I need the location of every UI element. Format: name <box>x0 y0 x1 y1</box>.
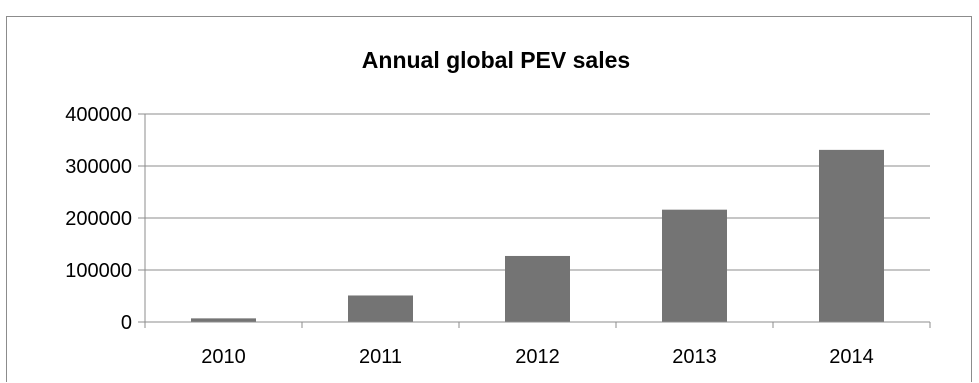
y-tick-label: 300000 <box>65 156 132 178</box>
x-tick-label: 2011 <box>359 346 402 368</box>
bar-2010 <box>191 318 256 322</box>
bar-2011 <box>348 295 413 322</box>
gridlines <box>145 113 930 271</box>
axes <box>138 113 931 328</box>
x-tick-label: 2012 <box>515 346 560 368</box>
x-tick-label: 2013 <box>672 346 717 368</box>
y-tick-label: 400000 <box>65 104 132 126</box>
y-tick-labels: 0 100000 200000 300000 400000 <box>65 104 132 334</box>
chart-title: Annual global PEV sales <box>362 47 630 73</box>
x-tick-labels: 2010 2011 2012 2013 2014 <box>201 346 874 368</box>
x-tick-label: 2014 <box>829 346 874 368</box>
x-tick-label: 2010 <box>201 346 246 368</box>
bar-2012 <box>505 255 570 322</box>
bar-2013 <box>662 209 727 322</box>
y-tick-label: 100000 <box>65 260 132 282</box>
chart-frame <box>6 16 972 382</box>
bars <box>191 149 884 322</box>
y-tick-label: 0 <box>121 312 132 334</box>
y-tick-label: 200000 <box>65 208 132 230</box>
bar-2014 <box>819 149 884 322</box>
